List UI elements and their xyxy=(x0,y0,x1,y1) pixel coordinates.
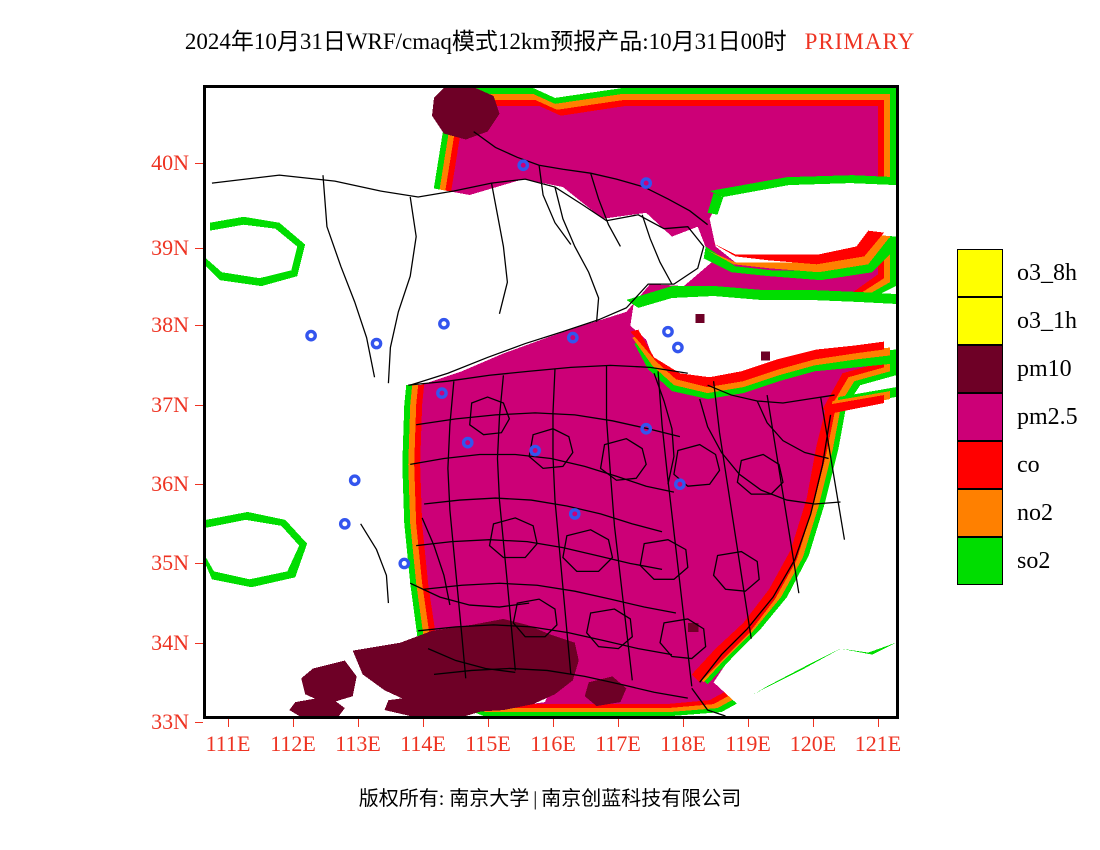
x-axis-label-119e: 119E xyxy=(725,731,771,756)
pollutant-legend: o3_8h o3_1h pm10 pm2.5 co no2 so2 xyxy=(957,248,1097,585)
station-marker xyxy=(398,557,411,570)
x-axis-label-114e: 114E xyxy=(400,731,446,756)
y-tick xyxy=(195,563,203,564)
x-axis-label-115e: 115E xyxy=(465,731,511,756)
footer-separator: | xyxy=(533,788,538,810)
x-tick xyxy=(293,719,294,727)
region-pm10 xyxy=(289,88,771,716)
legend-swatch-pm25 xyxy=(957,392,1003,441)
legend-swatch-co xyxy=(957,440,1003,489)
legend-label-pm25: pm2.5 xyxy=(1017,403,1078,430)
legend-item-o3-1h[interactable]: o3_1h xyxy=(957,296,1097,345)
legend-label-co: co xyxy=(1017,451,1040,478)
legend-swatch-o3-1h xyxy=(957,296,1003,345)
station-marker xyxy=(348,474,361,487)
y-axis-label-36n: 36N xyxy=(151,471,189,496)
station-marker xyxy=(529,444,541,457)
legend-label-no2: no2 xyxy=(1017,499,1053,526)
title-primary-flag: PRIMARY xyxy=(804,29,916,54)
station-marker xyxy=(674,478,686,491)
chart-title: 2024年10月31日WRF/cmaq模式12km预报产品:10月31日00时 P… xyxy=(0,22,1100,56)
x-tick xyxy=(748,719,749,727)
station-marker xyxy=(461,436,474,449)
x-axis-label-111e: 111E xyxy=(205,731,251,756)
x-tick xyxy=(813,719,814,727)
footer-copyright-text: 版权所有: 南京大学 xyxy=(358,788,530,810)
legend-swatch-so2 xyxy=(957,536,1003,585)
legend-item-pm10[interactable]: pm10 xyxy=(957,344,1097,393)
legend-item-pm25[interactable]: pm2.5 xyxy=(957,392,1097,441)
x-tick xyxy=(228,719,229,727)
y-tick xyxy=(195,643,203,644)
legend-label-so2: so2 xyxy=(1017,547,1051,574)
x-tick xyxy=(618,719,619,727)
y-tick xyxy=(195,405,203,406)
y-axis-label-39n: 39N xyxy=(151,235,189,260)
legend-item-so2[interactable]: so2 xyxy=(957,536,1097,585)
legend-label-o3-8h: o3_8h xyxy=(1017,259,1077,286)
x-axis-label-113e: 113E xyxy=(335,731,381,756)
station-marker xyxy=(338,517,351,530)
x-tick xyxy=(878,719,879,727)
x-axis-label-120e: 120E xyxy=(789,731,837,756)
station-marker xyxy=(640,177,653,189)
legend-label-pm10: pm10 xyxy=(1017,355,1072,382)
title-main-text: 2024年10月31日WRF/cmaq模式12km预报产品:10月31日00时 xyxy=(184,29,787,54)
y-axis-label-37n: 37N xyxy=(151,392,189,417)
station-marker xyxy=(662,325,674,338)
station-marker xyxy=(672,341,684,354)
legend-swatch-o3-8h xyxy=(957,248,1003,297)
pollutant-heatmap xyxy=(206,88,896,716)
legend-item-o3-8h[interactable]: o3_8h xyxy=(957,248,1097,297)
coastal-transition-bands xyxy=(206,175,896,685)
station-marker xyxy=(436,387,448,399)
y-axis-label-35n: 35N xyxy=(151,550,189,575)
y-tick xyxy=(195,722,203,723)
x-tick xyxy=(358,719,359,727)
station-marker xyxy=(438,317,450,330)
station-marker xyxy=(517,159,530,172)
y-tick xyxy=(195,325,203,326)
x-tick xyxy=(488,719,489,727)
footer-organization-text: 南京创蓝科技有限公司 xyxy=(541,788,742,810)
x-axis-label-118e: 118E xyxy=(660,731,706,756)
legend-swatch-pm10 xyxy=(957,344,1003,393)
station-marker xyxy=(305,329,317,342)
station-marker xyxy=(640,422,653,435)
y-axis-label-40n: 40N xyxy=(151,150,189,175)
x-tick xyxy=(553,719,554,727)
footer-copyright: 版权所有: 南京大学 | 南京创蓝科技有限公司 xyxy=(0,782,1100,811)
x-axis-label-121e: 121E xyxy=(854,731,902,756)
y-axis-label-38n: 38N xyxy=(151,312,189,337)
y-axis-label-33n: 33N xyxy=(151,709,189,734)
station-marker xyxy=(566,331,579,344)
y-tick xyxy=(195,484,203,485)
plot-area: 111E 112E 113E 114E 115E 116E 117E 118E … xyxy=(151,85,901,756)
y-tick xyxy=(195,163,203,164)
legend-swatch-no2 xyxy=(957,488,1003,537)
x-axis-label-116e: 116E xyxy=(530,731,576,756)
station-marker xyxy=(370,337,383,350)
station-markers[interactable] xyxy=(305,159,686,570)
legend-item-co[interactable]: co xyxy=(957,440,1097,489)
x-axis-label-112e: 112E xyxy=(270,731,316,756)
map-frame[interactable] xyxy=(203,85,899,719)
x-tick xyxy=(423,719,424,727)
x-tick xyxy=(683,719,684,727)
x-axis-label-117e: 117E xyxy=(595,731,641,756)
legend-item-no2[interactable]: no2 xyxy=(957,488,1097,537)
y-tick xyxy=(195,248,203,249)
administrative-boundaries xyxy=(211,131,846,716)
station-marker xyxy=(568,508,581,520)
y-axis-label-34n: 34N xyxy=(151,630,189,655)
legend-label-o3-1h: o3_1h xyxy=(1017,307,1077,334)
